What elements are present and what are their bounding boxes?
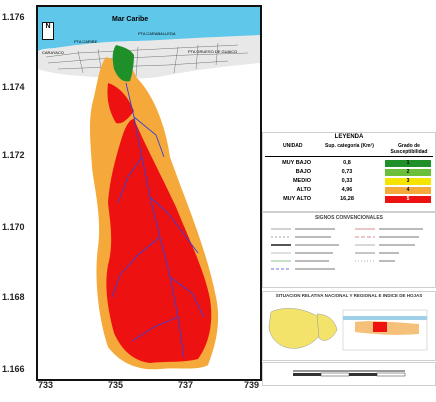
susceptibility-map[interactable]: N Mar Caribe PTA CARABALLEDA PTA CARIBE … — [36, 5, 262, 381]
place-label-2: PTA CARIBE — [74, 39, 98, 44]
legend-row: ALTO 4,96 4 — [267, 187, 431, 195]
basin-very-high — [106, 119, 212, 363]
legend-panel: LEYENDA UNIDAD Sup. categoría (Km²) Grad… — [262, 132, 436, 212]
legend-swatch: 4 — [385, 187, 431, 194]
north-arrow-icon: N — [42, 22, 54, 40]
legend-swatch: 1 — [385, 160, 431, 167]
legend-col-grade: Grado de Susceptibilidad — [390, 143, 428, 155]
place-label-4: PTA GRUESO DE GUAICO — [188, 49, 238, 54]
conventional-signs-panel: SIGNOS CONVENCIONALES — [262, 212, 436, 288]
legend-swatch: 3 — [385, 178, 431, 185]
place-label-1: PTA CARABALLEDA — [138, 31, 176, 36]
x-tick: 733 — [38, 380, 54, 390]
sea-area — [38, 7, 260, 51]
x-tick: 739 — [244, 380, 260, 390]
situation-panel: SITUACION RELATIVA NACIONAL Y REGIONAL E… — [262, 291, 436, 361]
legend-row: MUY ALTO 16,28 5 — [267, 196, 431, 204]
y-tick: 1.170 — [2, 222, 25, 232]
legend-col-unit: UNIDAD — [283, 143, 303, 149]
y-tick: 1.176 — [2, 12, 25, 22]
sea-label: Mar Caribe — [112, 16, 149, 23]
legend-row: BAJO 0,73 2 — [267, 169, 431, 177]
country-map — [268, 308, 323, 349]
y-tick: 1.174 — [2, 82, 25, 92]
legend-swatch: 2 — [385, 169, 431, 176]
y-tick: 1.168 — [2, 292, 25, 302]
urban-streets — [45, 42, 249, 78]
place-label-3: CARAYACO — [42, 50, 64, 55]
x-tick: 735 — [108, 380, 124, 390]
legend-col-area: Sup. categoría (Km²) — [325, 143, 374, 149]
signs-symbols — [271, 228, 423, 270]
signs-title: SIGNOS CONVENCIONALES — [314, 215, 384, 221]
legend-row: MUY BAJO 0,8 1 — [267, 160, 431, 168]
river-network — [111, 82, 205, 358]
situation-title: SITUACION RELATIVA NACIONAL Y REGIONAL E… — [275, 293, 423, 298]
legend-title: LEYENDA — [334, 134, 364, 140]
basin-very-low — [112, 45, 134, 82]
legend-swatch: 5 — [385, 196, 431, 203]
legend-row: MEDIO 0,33 3 — [267, 178, 431, 186]
scale-bar-panel — [262, 362, 436, 386]
situation-maps — [268, 308, 428, 351]
y-tick: 1.172 — [2, 150, 25, 160]
map-canvas — [38, 7, 260, 379]
y-tick: 1.166 — [2, 364, 25, 374]
scale-bar — [293, 370, 406, 377]
x-tick: 737 — [178, 380, 194, 390]
